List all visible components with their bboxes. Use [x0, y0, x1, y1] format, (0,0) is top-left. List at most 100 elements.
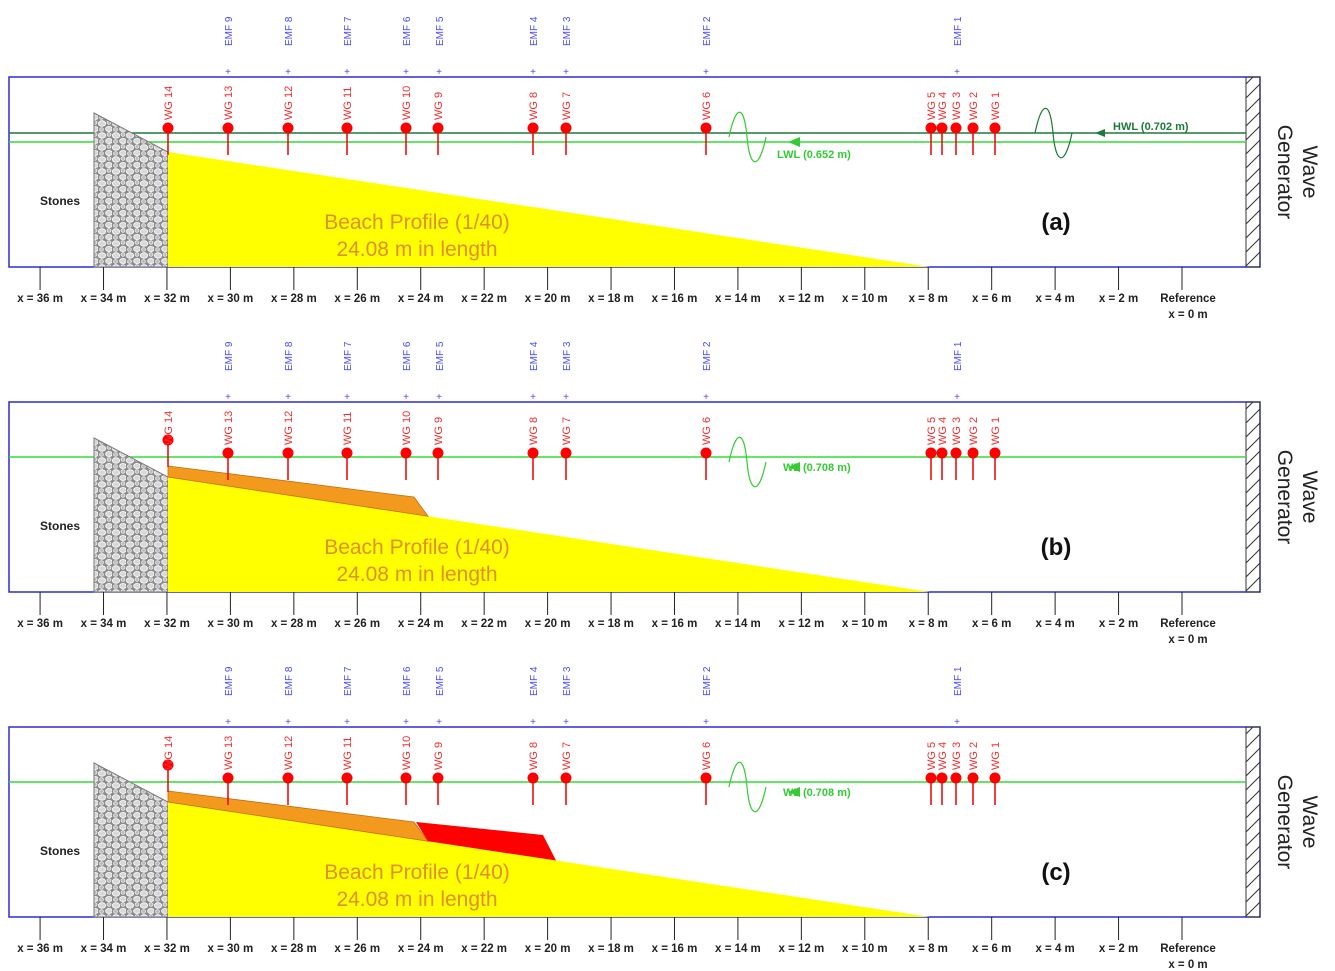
emf-marker: + — [563, 392, 569, 403]
gauge-dot — [222, 447, 234, 459]
lwl-label: LWL (0.652 m) — [777, 149, 851, 161]
x-label: x = 36 m — [17, 293, 63, 305]
gauge-dot — [936, 122, 948, 134]
gauge-dot — [925, 772, 937, 784]
x-label: x = 22 m — [461, 618, 507, 630]
gauge-dot — [700, 772, 712, 784]
gauge-dot — [282, 122, 294, 134]
emf-marker: + — [954, 67, 960, 78]
x-label: x = 34 m — [81, 293, 127, 305]
x-label: x = 18 m — [588, 943, 634, 955]
beach-label: 24.08 m in length — [336, 238, 497, 261]
gauge-dot — [560, 447, 572, 459]
wg-label: WG 3 — [951, 92, 963, 120]
x-label: x = 10 m — [842, 293, 888, 305]
x-label: x = 20 m — [525, 293, 571, 305]
gauge-dot — [925, 447, 937, 459]
x-label: x = 18 m — [588, 293, 634, 305]
wg-label: WG 10 — [401, 736, 413, 770]
gauge-dot — [527, 772, 539, 784]
gauge-dot — [222, 772, 234, 784]
x-label: x = 28 m — [271, 618, 317, 630]
panel-letter: (b) — [1041, 534, 1072, 561]
wg-label: WG 7 — [561, 417, 573, 445]
wg-label: WG 12 — [283, 736, 295, 770]
reference-label: Reference — [1160, 618, 1216, 630]
emf-label: EMF 3 — [562, 341, 573, 371]
gauge-dot — [967, 122, 979, 134]
gauge-dot — [989, 772, 1001, 784]
emf-marker: + — [703, 392, 709, 403]
beach — [168, 152, 930, 267]
gauge-dot — [967, 447, 979, 459]
wave-generator-wall — [1245, 726, 1261, 918]
gauge-dot — [432, 772, 444, 784]
emf-label: EMF 8 — [284, 666, 295, 696]
wg-label: WG 13 — [223, 411, 235, 445]
gauge-dot — [560, 772, 572, 784]
x-label: x = 16 m — [652, 618, 698, 630]
x-label: x = 32 m — [144, 618, 190, 630]
emf-marker: + — [954, 392, 960, 403]
emf-label: EMF 4 — [529, 341, 540, 371]
emf-label: EMF 5 — [435, 341, 446, 371]
emf-label: EMF 4 — [529, 666, 540, 696]
emf-label: EMF 1 — [953, 341, 964, 371]
emf-label: EMF 2 — [702, 666, 713, 696]
emf-label: EMF 2 — [702, 341, 713, 371]
gauge-dot — [341, 122, 353, 134]
reference-label: Reference — [1160, 293, 1216, 305]
wg-label: WG 10 — [401, 411, 413, 445]
x-label: x = 24 m — [398, 293, 444, 305]
emf-label: EMF 9 — [224, 341, 235, 371]
emf-marker: + — [703, 67, 709, 78]
x-label: x = 20 m — [525, 943, 571, 955]
emf-label: EMF 5 — [435, 666, 446, 696]
x-label: x = 24 m — [398, 618, 444, 630]
wg-label: WG 3 — [951, 742, 963, 770]
gauge-dot — [432, 122, 444, 134]
x-label: x = 22 m — [461, 943, 507, 955]
emf-label: EMF 1 — [953, 16, 964, 46]
gauge-dot — [967, 772, 979, 784]
beach-label: Beach Profile (1/40) — [324, 861, 510, 884]
wg-label: WG 4 — [937, 92, 949, 120]
wave-generator-wall — [1245, 76, 1261, 268]
reference-label: x = 0 m — [1168, 634, 1207, 646]
reference-label: x = 0 m — [1168, 309, 1207, 321]
wg-label: WG 12 — [283, 411, 295, 445]
wave-generator-label: Wave — [1298, 796, 1321, 849]
x-label: x = 32 m — [144, 943, 190, 955]
x-label: x = 8 m — [909, 943, 948, 955]
wg-label: WG 6 — [701, 742, 713, 770]
emf-marker: + — [403, 717, 409, 728]
panel: EMF 9 + EMF 8 + EMF 7 + EMF 6 + EMF 5 + EMF 4 + EMF … — [8, 341, 1321, 646]
x-label: x = 24 m — [398, 943, 444, 955]
wave-generator-wall — [1245, 401, 1261, 593]
stones — [93, 437, 169, 593]
panel: EMF 9 + EMF 8 + EMF 7 + EMF 6 + EMF 5 + EMF 4 + EMF … — [8, 16, 1321, 321]
emf-label: EMF 4 — [529, 16, 540, 46]
wg-label: WG 11 — [342, 737, 354, 770]
x-label: x = 14 m — [715, 943, 761, 955]
hwl-wave — [1034, 107, 1073, 159]
wg-label: WG 3 — [951, 417, 963, 445]
stones-label: Stones — [40, 194, 80, 208]
hwl-label: HWL (0.702 m) — [1113, 121, 1189, 133]
sand-layer — [167, 790, 429, 842]
gauge-dot — [560, 122, 572, 134]
stones-label: Stones — [40, 519, 80, 533]
wg-label: WG 10 — [401, 86, 413, 120]
x-label: x = 4 m — [1035, 618, 1074, 630]
beach-label: 24.08 m in length — [336, 563, 497, 586]
emf-label: EMF 6 — [402, 16, 413, 46]
x-label: x = 30 m — [208, 618, 254, 630]
gauge-dot — [527, 447, 539, 459]
x-label: x = 20 m — [525, 618, 571, 630]
gauge-dot — [341, 447, 353, 459]
gauge-dot — [989, 447, 1001, 459]
x-label: x = 8 m — [909, 618, 948, 630]
wave-generator-label: Generator — [1273, 125, 1296, 220]
wg-label: WG 11 — [342, 87, 354, 120]
x-label: x = 34 m — [81, 618, 127, 630]
